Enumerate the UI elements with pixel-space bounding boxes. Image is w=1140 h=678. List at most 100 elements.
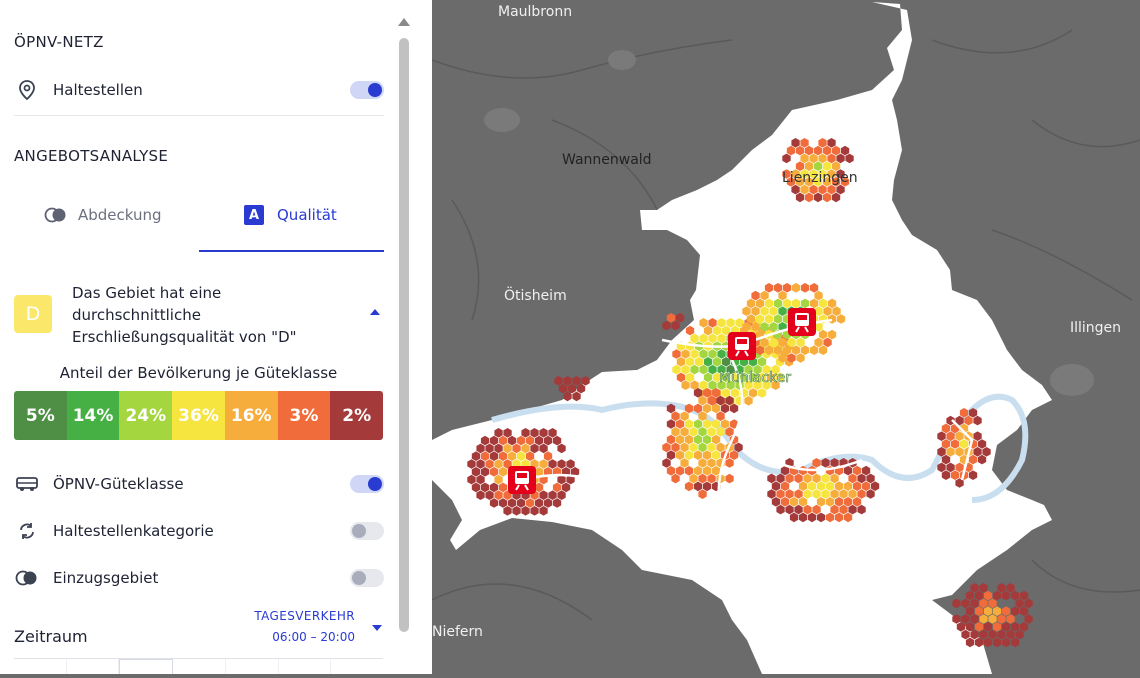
layer-label-haltestellen: Haltestellen (53, 81, 143, 99)
layer-row-guteklasse[interactable]: ÖPNV-Güteklasse (14, 469, 384, 499)
coverage-hexagon (521, 443, 530, 454)
coverage-hexagon (1024, 598, 1033, 609)
coverage-hexagon (680, 427, 689, 437)
coverage-hexagon (729, 419, 739, 429)
period-value-title[interactable]: TAGESVERKEHR (254, 609, 355, 623)
coverage-hexagon (782, 345, 792, 355)
coverage-hexagon (795, 161, 805, 171)
coverage-hexagon (680, 442, 689, 453)
coverage-hexagon (1001, 637, 1011, 648)
scale-title: Anteil der Bevölkerung je Güteklasse (59, 364, 338, 382)
layer-row-einzugsgebiet[interactable]: Einzugsgebiet (14, 563, 384, 593)
coverage-hexagon (968, 470, 978, 480)
coverage-hexagon (467, 459, 476, 469)
period-value-time[interactable]: 06:00 – 20:00 (272, 630, 355, 644)
coverage-hexagon (725, 473, 734, 484)
coverage-hexagon (937, 431, 946, 441)
coverage-hexagon (977, 454, 987, 465)
coverage-hexagon (973, 415, 982, 426)
coverage-hexagon (690, 333, 699, 344)
coverage-hexagon (681, 364, 690, 375)
coverage-hexagon (755, 314, 765, 324)
coverage-hexagon (570, 467, 580, 477)
coverage-hexagon (512, 443, 521, 454)
coverage-hexagon (721, 388, 731, 398)
toggle-einzugsgebiet[interactable] (350, 569, 384, 587)
toggle-guteklasse[interactable] (350, 475, 384, 493)
coverage-hexagon (979, 614, 988, 624)
section-title-analysis: ANGEBOTSANALYSE (14, 147, 169, 165)
coverage-hexagon (857, 489, 866, 499)
coverage-hexagon (946, 431, 955, 441)
scrollbar-thumb[interactable] (399, 38, 409, 632)
toggle-haltestellen[interactable] (350, 81, 384, 99)
coverage-hexagon (507, 451, 517, 461)
sidebar-panel: ÖPNV-NETZ Haltestellen ANGEBOTSANALYSE A… (0, 0, 432, 674)
coverage-hexagon (771, 380, 780, 390)
coverage-hexagon (725, 395, 734, 406)
layer-row-haltestellen[interactable]: Haltestellen (14, 75, 384, 105)
coverage-hexagon (807, 512, 817, 523)
coverage-hexagon (1010, 606, 1020, 616)
coverage-hexagon (480, 467, 490, 477)
coverage-hexagon (742, 322, 751, 332)
divider (14, 115, 384, 116)
coverage-hexagon (760, 290, 769, 301)
coverage-hexagon (775, 372, 785, 383)
train-station-icon[interactable] (508, 466, 536, 494)
coverage-hexagon (717, 333, 726, 344)
coverage-hexagon (534, 435, 544, 446)
coverage-hexagon (997, 583, 1006, 593)
tab-label-qualitaet: Qualität (277, 206, 337, 224)
coverage-hexagon (764, 283, 774, 293)
coverage-hexagon (753, 364, 762, 375)
coverage-hexagon (787, 353, 796, 363)
coverage-hexagon (955, 415, 964, 426)
coverage-hexagon (729, 403, 739, 414)
coverage-hexagon (795, 177, 805, 187)
coverage-hexagon (818, 329, 828, 340)
coverage-hexagon (543, 451, 553, 461)
coverage-hexagon (744, 380, 753, 390)
coverage-hexagon (950, 470, 960, 480)
coverage-hexagon (693, 466, 703, 476)
coverage-hexagon (675, 419, 685, 429)
scale-segment: 24% (119, 391, 173, 440)
coverage-hexagon (979, 583, 988, 593)
scroll-up-arrow-icon[interactable] (398, 18, 410, 26)
toggle-haltestellenkategorie[interactable] (350, 522, 384, 540)
coverage-hexagon (507, 498, 517, 508)
time-slider-track[interactable] (14, 658, 383, 674)
coverage-hexagon (693, 388, 703, 398)
train-station-icon[interactable] (728, 332, 756, 360)
coverage-hexagon (489, 451, 499, 461)
coverage-hexagon (498, 482, 508, 493)
coverage-hexagon (796, 353, 805, 363)
layer-row-haltestellenkategorie[interactable]: Haltestellenkategorie (14, 516, 384, 546)
coverage-hexagon (480, 482, 490, 493)
coverage-hexagon (803, 489, 812, 499)
collapse-chevron-icon[interactable] (370, 309, 380, 315)
coverage-hexagon (809, 184, 818, 195)
tab-abdeckung[interactable]: Abdeckung (44, 195, 162, 235)
coverage-hexagon (762, 380, 771, 390)
station-markers[interactable] (508, 308, 816, 494)
coverage-hexagon (563, 376, 572, 386)
period-dropdown-icon[interactable] (372, 625, 382, 631)
coverage-hexagon (803, 473, 812, 484)
coverage-hexagon (821, 489, 830, 499)
coverage-hexagon (821, 458, 830, 468)
coverage-hexagon (702, 419, 712, 429)
coverage-hexagon (552, 435, 562, 446)
coverage-hexagon (485, 443, 494, 454)
train-station-icon[interactable] (788, 308, 816, 336)
coverage-hexagon (804, 145, 814, 156)
tab-qualitaet[interactable]: A Qualität (244, 195, 337, 235)
coverage-hexagon (698, 458, 707, 468)
grade-description: Das Gebiet hat eine durchschnittliche Er… (72, 284, 297, 346)
coverage-hexagon (543, 498, 553, 508)
map-view[interactable]: Maulbronn Wannenwald Lienzingen Ötisheim… (431, 0, 1140, 675)
coverage-hexagon (557, 490, 566, 500)
coverage-hexagon (543, 435, 553, 446)
coverage-hexagon (494, 474, 503, 485)
